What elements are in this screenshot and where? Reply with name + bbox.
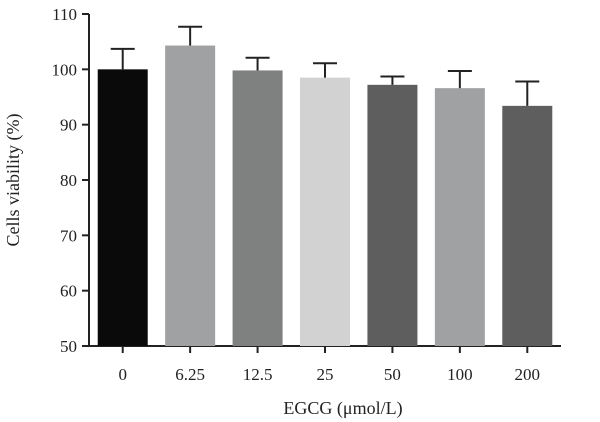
x-tick-label: 50 bbox=[384, 365, 401, 384]
x-tick-label: 6.25 bbox=[175, 365, 205, 384]
y-tick-label: 60 bbox=[60, 282, 77, 301]
bar bbox=[232, 70, 283, 346]
y-tick-label: 70 bbox=[60, 226, 77, 245]
error-bars bbox=[110, 25, 540, 106]
x-axis: 0 6.25 12.5 25 50 100 200 bbox=[89, 345, 561, 384]
y-tick-label: 110 bbox=[52, 5, 77, 24]
y-tick-label: 80 bbox=[60, 171, 77, 190]
x-tick-label: 25 bbox=[317, 365, 334, 384]
y-axis: 50 60 70 80 90 100 110 bbox=[52, 5, 90, 356]
bar bbox=[300, 77, 350, 346]
bar bbox=[502, 105, 553, 346]
bars bbox=[97, 45, 553, 347]
x-tick-label: 200 bbox=[515, 365, 541, 384]
x-tick-label: 100 bbox=[447, 365, 473, 384]
x-tick-label: 12.5 bbox=[243, 365, 273, 384]
y-tick-label: 50 bbox=[60, 337, 77, 356]
bar bbox=[165, 45, 216, 346]
y-tick-label: 90 bbox=[60, 116, 77, 135]
y-tick-label: 100 bbox=[52, 60, 78, 79]
x-tick-label: 0 bbox=[118, 365, 127, 384]
bar bbox=[97, 69, 148, 346]
bar bbox=[434, 88, 485, 346]
x-axis-title: EGCG (μmol/L) bbox=[283, 398, 402, 419]
y-axis-title: Cells viability (%) bbox=[3, 114, 24, 247]
bar bbox=[367, 84, 418, 347]
